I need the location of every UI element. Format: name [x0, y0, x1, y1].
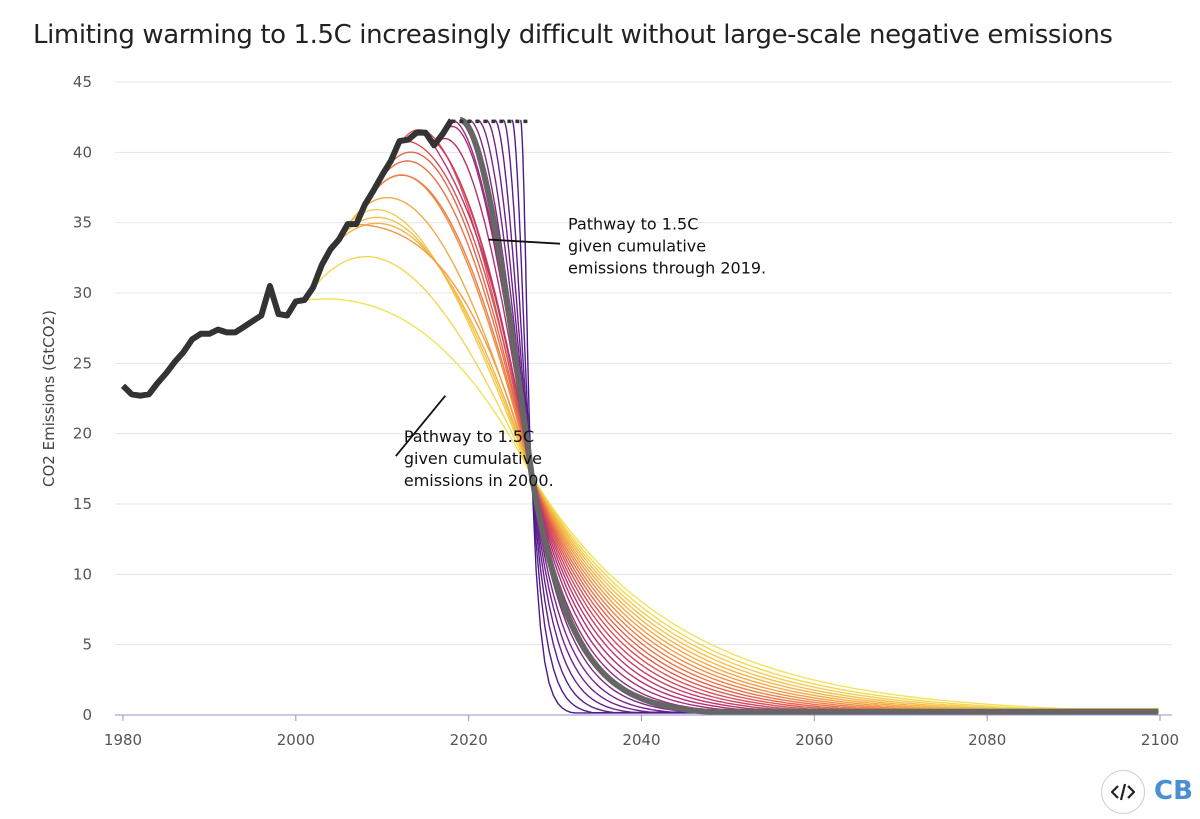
- x-tick-label: 2020: [450, 731, 488, 749]
- annotation-pointer: [488, 238, 561, 245]
- grid-lines: [115, 81, 1172, 716]
- x-axis-ticks: 1980 2000 2020 2040 2060 2080 2100: [104, 715, 1179, 749]
- annotation-text: Pathway to 1.5C: [568, 215, 698, 234]
- x-tick-label: 2100: [1141, 731, 1179, 749]
- carbon-brief-logo: CB: [1154, 776, 1193, 806]
- y-tick-label: 40: [73, 143, 92, 161]
- y-axis-label: CO2 Emissions (GtCO2): [40, 310, 58, 487]
- annotation-text: Pathway to 1.5C: [404, 427, 534, 446]
- annotation-text: emissions through 2019.: [568, 259, 766, 278]
- y-axis-ticks: 0 5 10 15 20 25 30 35 40 45: [73, 73, 92, 724]
- y-tick-label: 5: [82, 636, 92, 654]
- annotation-text: given cumulative: [404, 449, 542, 468]
- y-tick-label: 15: [73, 495, 92, 513]
- pathway-line: [502, 119, 1159, 714]
- annotation-text: emissions in 2000.: [404, 471, 554, 490]
- pathway-line-2019: [458, 117, 1159, 715]
- pathway-line: [433, 137, 1159, 712]
- y-tick-label: 10: [73, 565, 92, 583]
- y-tick-label: 20: [73, 425, 92, 443]
- pathway-series: [295, 119, 1159, 714]
- annotation-pointer: [395, 395, 447, 457]
- embed-code-button[interactable]: [1101, 770, 1145, 814]
- pathway-line: [303, 255, 1159, 710]
- y-tick-label: 25: [73, 354, 92, 372]
- historical-series: [120, 118, 530, 399]
- x-tick-label: 2040: [622, 731, 660, 749]
- historical-emissions-line: [120, 118, 454, 399]
- x-tick-label: 2000: [277, 731, 315, 749]
- y-tick-label: 45: [73, 73, 92, 91]
- annotations: Pathway to 1.5C given cumulative emissions…: [395, 215, 766, 490]
- y-tick-label: 30: [73, 284, 92, 302]
- annotation-text: given cumulative: [568, 237, 706, 256]
- pathway-line: [295, 298, 1159, 710]
- pathway-line: [520, 119, 1159, 714]
- code-embed-icon: [1111, 783, 1135, 801]
- x-tick-label: 2080: [968, 731, 1006, 749]
- y-tick-label: 35: [73, 214, 92, 232]
- x-tick-label: 2060: [795, 731, 833, 749]
- chart-title: Limiting warming to 1.5C increasingly di…: [33, 20, 1113, 50]
- highlight-pathway: [458, 117, 1159, 715]
- pathway-line: [442, 125, 1159, 713]
- y-tick-label: 0: [82, 706, 92, 724]
- x-tick-label: 1980: [104, 731, 142, 749]
- pathway-line: [424, 132, 1159, 712]
- pathway-line: [485, 119, 1159, 713]
